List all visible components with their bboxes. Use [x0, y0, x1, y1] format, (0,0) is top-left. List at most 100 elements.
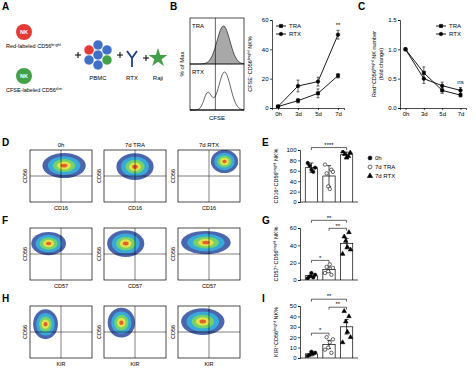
gate-line	[104, 176, 166, 177]
tick: 0	[293, 277, 300, 283]
error-bar	[317, 89, 320, 98]
data-point	[459, 89, 463, 93]
tick-label: 7d	[335, 111, 342, 117]
axis: 0.00.51.01.5	[388, 17, 400, 111]
data-point	[404, 48, 408, 52]
tick-mark	[398, 49, 400, 50]
tick: 50	[290, 303, 300, 309]
data-point	[342, 234, 347, 238]
tick: 60	[290, 168, 300, 174]
histogram-curve	[190, 26, 244, 64]
data-point	[340, 251, 345, 255]
nk-cell	[16, 24, 32, 40]
flow-plot	[178, 150, 240, 202]
y-axis-label: CD56	[22, 247, 28, 261]
tick: 40	[290, 243, 300, 249]
y-axis-label: CD57⁺CD56ᵇʳⁱᵍʰᵗ NK%	[273, 226, 279, 281]
axis: 01020304050	[290, 303, 301, 361]
bar	[340, 155, 352, 202]
data-point	[312, 170, 315, 173]
tick: 0.0	[388, 105, 400, 111]
y-axis-label: CD56	[22, 325, 28, 339]
pbmc-cell	[102, 55, 112, 65]
plot-frame	[178, 150, 240, 202]
tick-label: 10	[290, 345, 297, 351]
density-contour	[220, 158, 229, 165]
sig-bracket	[311, 148, 346, 151]
error-bar	[317, 77, 320, 86]
density-contour	[222, 160, 226, 163]
annotation: ns	[457, 79, 463, 85]
density-contour	[40, 238, 58, 250]
data-point	[331, 338, 334, 341]
tick-label: 0h	[403, 111, 410, 117]
tick-label: 3d	[295, 111, 302, 117]
gate-line	[30, 176, 92, 177]
plot-area	[305, 309, 353, 358]
plot-frame	[190, 18, 244, 110]
error-bar	[297, 80, 300, 92]
tick-label: 0	[293, 355, 297, 361]
series-line	[406, 49, 461, 90]
tick-label: 0	[265, 105, 269, 111]
tick-mark	[270, 49, 272, 50]
plot-area	[305, 150, 352, 202]
data-point	[348, 247, 353, 251]
tick: 10	[290, 345, 300, 351]
tick-label: 40	[290, 179, 297, 185]
data-point	[310, 271, 313, 274]
y-axis-label: CD56	[170, 247, 176, 261]
data-point	[459, 94, 462, 97]
tick-mark	[442, 108, 443, 110]
tick: 0h	[403, 108, 410, 117]
panel-letter: F	[2, 215, 8, 226]
data-point	[330, 351, 333, 354]
tick-label: 3d	[421, 111, 428, 117]
error-bar	[459, 87, 462, 93]
tick-mark	[270, 108, 272, 109]
density-contour	[44, 322, 48, 326]
tick-label: 1.0	[388, 47, 397, 53]
tick-label: 5d	[315, 111, 322, 117]
panel-b-histogram: BTRARTX% of MaxCFSE	[170, 1, 244, 121]
density-contour	[42, 153, 85, 178]
legend: TRARTX	[436, 23, 461, 37]
pbmc-cell	[102, 45, 112, 55]
density-contour	[120, 239, 132, 248]
density-contour	[111, 311, 131, 333]
axis-line	[401, 109, 467, 111]
bar	[323, 344, 335, 358]
tick-mark	[298, 108, 299, 110]
density-contour	[46, 242, 51, 245]
data-point	[404, 48, 407, 51]
plot-frame	[30, 228, 92, 280]
cell-label: RTX	[126, 75, 138, 81]
flow-row: HCD56KIRCD56KIRCD56KIR	[2, 293, 240, 367]
cell-caption: Red-labeled CD56ᵇʳⁱᵍʰᵗ	[6, 43, 62, 49]
raji-cell	[149, 48, 168, 66]
plot-area	[276, 30, 340, 108]
y-axis-label: KIR⁺CD56ᵇʳⁱᵍʰᵗ NK%	[273, 307, 279, 357]
tick-mark	[298, 306, 300, 307]
plus-sign	[75, 52, 81, 58]
tick-label: 7d	[458, 111, 465, 117]
data-point	[308, 164, 311, 167]
annotation: **	[336, 22, 341, 28]
error-bar	[441, 82, 444, 89]
data-point	[296, 99, 299, 102]
density-contour	[187, 234, 224, 251]
density-contour	[117, 318, 126, 328]
panel-letter: B	[170, 1, 177, 12]
bar	[340, 327, 352, 358]
tick-mark	[270, 79, 272, 80]
data-point	[276, 105, 280, 108]
panel-letter: A	[2, 1, 9, 12]
axis-line	[273, 109, 345, 111]
axis-line	[398, 21, 401, 109]
track-label: RTX	[192, 69, 204, 75]
tick: 5d	[315, 108, 322, 117]
gate-line	[30, 332, 92, 333]
axis-line	[270, 21, 273, 109]
density-contour	[53, 159, 76, 172]
data-point	[422, 77, 426, 81]
